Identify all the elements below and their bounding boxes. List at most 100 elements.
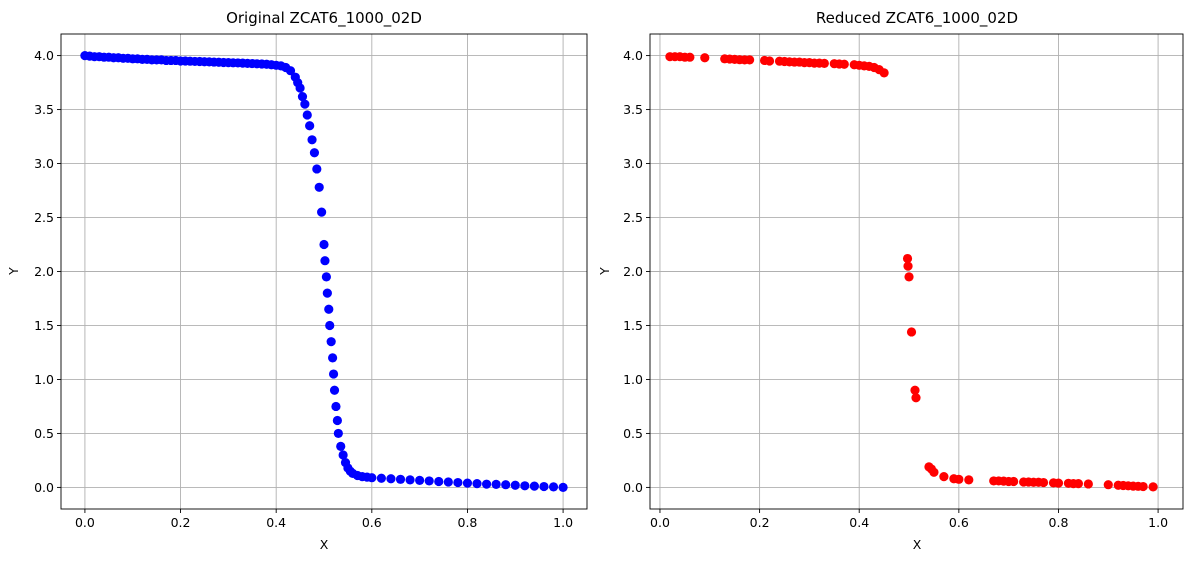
axis-ticks: 0.0 0.2 0.4 0.6 0.8 1.0 0.0 0.5 1.0 1.5 2.0 2.5 3.0 3…	[34, 48, 573, 530]
data-point	[322, 288, 332, 298]
chart-reduced: Reduced ZCAT6_1000_02D 0.0 0.2 0.4 0.6 0.8 1.…	[597, 9, 1184, 552]
y-tick-label: 3.0	[34, 156, 54, 171]
y-tick-label: 0.5	[34, 426, 54, 441]
y-tick-label: 1.5	[623, 318, 643, 333]
x-tick-label: 0.4	[849, 515, 869, 530]
data-point	[309, 148, 320, 158]
y-tick-label: 3.5	[623, 102, 643, 117]
data-point	[539, 481, 549, 492]
data-point	[1009, 476, 1019, 487]
x-tick-label: 0.8	[1049, 515, 1069, 530]
data-point	[305, 121, 315, 131]
data-point	[764, 56, 775, 66]
data-point	[314, 182, 324, 192]
data-point	[1083, 479, 1093, 489]
data-point	[491, 479, 501, 489]
data-point	[939, 472, 949, 482]
data-point	[333, 428, 343, 439]
y-tick-label: 2.5	[34, 210, 54, 225]
data-point	[910, 385, 920, 395]
y-tick-label: 0.0	[623, 480, 643, 495]
data-point	[929, 467, 939, 477]
axis-ticks: 0.0 0.2 0.4 0.6 0.8 1.0 0.0 0.5 1.0 1.5 2.0 2.5 3.0 3…	[623, 48, 1168, 530]
data-point	[529, 481, 540, 491]
x-axis-label: X	[320, 537, 329, 552]
data-point	[329, 385, 340, 395]
data-point	[819, 58, 829, 68]
data-point	[700, 53, 710, 63]
y-tick-label: 4.0	[34, 48, 54, 63]
data-point	[472, 479, 482, 489]
data-point	[336, 441, 346, 451]
data-point	[954, 474, 964, 484]
data-point	[332, 415, 342, 426]
data-point	[548, 482, 559, 492]
x-tick-label: 0.0	[75, 515, 95, 530]
data-point	[324, 304, 334, 314]
chart-title: Reduced ZCAT6_1000_02D	[816, 9, 1018, 28]
data-point	[906, 327, 917, 337]
x-tick-label: 0.6	[949, 515, 969, 530]
x-tick-label: 0.2	[750, 515, 770, 530]
data-point	[376, 473, 386, 483]
y-tick-label: 2.0	[34, 264, 54, 279]
data-point	[338, 450, 348, 460]
data-point	[317, 207, 327, 217]
data-point	[839, 59, 849, 69]
y-tick-label: 0.5	[623, 426, 643, 441]
gridlines	[650, 34, 1183, 509]
gridlines	[61, 34, 587, 509]
data-point	[904, 272, 914, 282]
x-tick-label: 1.0	[1148, 515, 1168, 530]
data-point	[1148, 482, 1158, 492]
data-point	[510, 480, 520, 490]
chart-original: Original ZCAT6_1000_02D 0.0 0.2 0.4 0.6 0.8 1…	[6, 9, 588, 552]
x-tick-label: 1.0	[553, 515, 573, 530]
data-point	[312, 164, 322, 174]
data-points	[665, 52, 1158, 492]
y-tick-label: 1.5	[34, 318, 54, 333]
data-point	[326, 337, 336, 347]
data-point	[443, 477, 453, 487]
data-point	[1103, 480, 1113, 490]
data-point	[911, 393, 921, 403]
y-tick-label: 1.0	[34, 372, 54, 387]
data-point	[320, 256, 330, 266]
data-point	[328, 369, 339, 379]
data-point	[481, 479, 492, 489]
data-point	[424, 476, 434, 486]
data-points	[80, 50, 568, 493]
data-point	[297, 92, 308, 102]
data-point	[434, 476, 444, 487]
y-axis-label: Y	[597, 267, 612, 276]
data-point	[386, 474, 396, 484]
data-point	[520, 481, 530, 491]
x-tick-label: 0.4	[266, 515, 286, 530]
y-tick-label: 1.0	[623, 372, 643, 387]
data-point	[879, 68, 889, 78]
data-point	[1038, 477, 1049, 488]
data-point	[367, 473, 377, 483]
data-point	[1138, 481, 1148, 492]
data-point	[331, 401, 341, 412]
data-point	[295, 83, 305, 93]
y-tick-label: 2.0	[623, 264, 643, 279]
data-point	[453, 477, 463, 488]
data-point	[903, 261, 913, 271]
data-point	[501, 480, 511, 490]
chart-title: Original ZCAT6_1000_02D	[226, 9, 422, 28]
y-tick-label: 3.5	[34, 102, 54, 117]
y-tick-label: 2.5	[623, 210, 643, 225]
data-point	[285, 66, 296, 76]
data-point	[302, 110, 312, 120]
data-point	[1053, 478, 1064, 488]
data-point	[964, 475, 974, 485]
data-point	[745, 55, 755, 65]
y-tick-label: 3.0	[623, 156, 643, 171]
data-point	[319, 239, 329, 250]
data-point	[685, 52, 695, 62]
x-tick-label: 0.2	[171, 515, 191, 530]
y-tick-label: 4.0	[623, 48, 643, 63]
data-point	[321, 272, 331, 282]
